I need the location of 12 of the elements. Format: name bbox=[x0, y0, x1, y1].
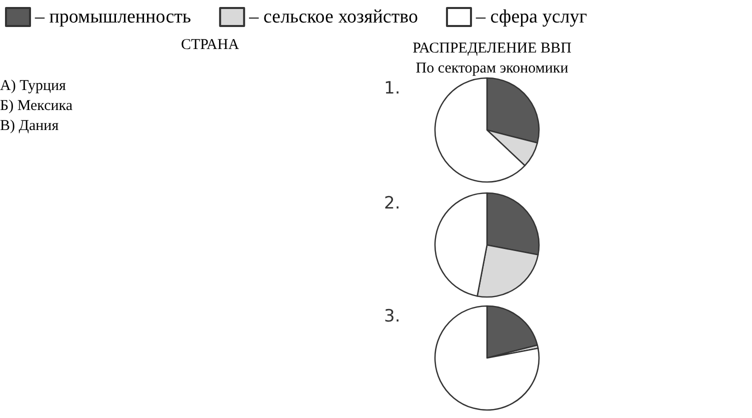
text: РАСПРЕДЕЛЕНИЕ ВВП bbox=[412, 40, 572, 56]
text: А) Турция bbox=[0, 78, 66, 95]
slice-label: 3. bbox=[384, 306, 400, 326]
text: СТРАНА bbox=[180, 37, 240, 54]
legend-label: – сельское хозяйство bbox=[248, 6, 418, 28]
text: Б) Мексика bbox=[0, 98, 72, 115]
text: В) Дания bbox=[0, 118, 59, 135]
slice-label: 2. bbox=[384, 194, 400, 214]
text: По секторам экономики bbox=[416, 60, 568, 76]
slice-label: 1. bbox=[384, 78, 400, 98]
legend-label: – сфера услуг bbox=[474, 6, 588, 28]
legend-label: – промышленность bbox=[34, 6, 192, 28]
